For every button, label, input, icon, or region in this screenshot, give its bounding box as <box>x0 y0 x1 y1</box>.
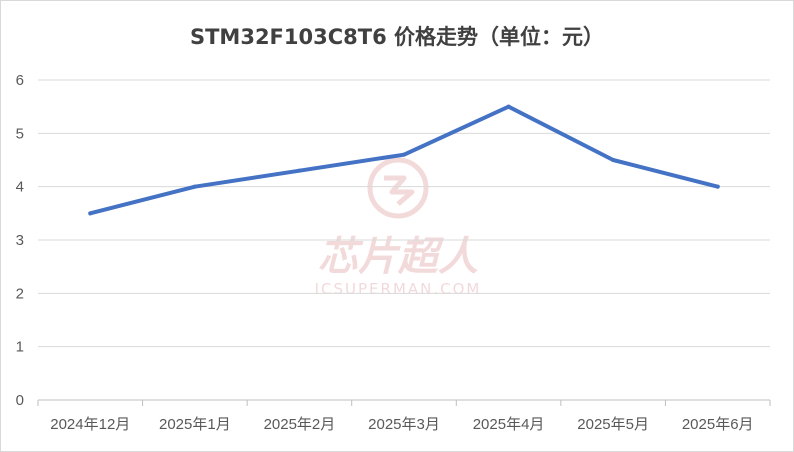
x-tick-label: 2025年6月 <box>682 416 754 433</box>
y-tick-label: 0 <box>16 392 24 409</box>
data-point <box>88 211 93 216</box>
y-tick-label: 4 <box>16 179 24 196</box>
x-tick-label: 2025年2月 <box>264 416 336 433</box>
data-point <box>192 184 197 189</box>
watermark-logo-icon <box>367 157 429 219</box>
x-tick-label: 2025年5月 <box>577 416 649 433</box>
y-tick-label: 1 <box>16 339 24 356</box>
y-tick-label: 3 <box>16 232 24 249</box>
data-point <box>402 152 406 157</box>
x-tick-label: 2025年4月 <box>473 416 545 433</box>
watermark: 芯片超人 ICSUPERMAN.COM <box>315 157 482 298</box>
data-point <box>297 168 302 173</box>
data-point <box>506 104 511 109</box>
y-tick-label: 6 <box>16 72 24 89</box>
y-tick-label: 2 <box>16 285 24 302</box>
data-point <box>715 184 720 189</box>
x-tick-label: 2025年3月 <box>368 416 440 433</box>
watermark-subtext: ICSUPERMAN.COM <box>315 280 482 298</box>
chart-title: STM32F103C8T6 价格走势（单位：元） <box>190 25 604 49</box>
x-tick-label: 2024年12月 <box>50 416 130 433</box>
watermark-text: 芯片超人 <box>318 234 478 280</box>
data-point <box>611 158 616 162</box>
y-tick-label: 5 <box>16 125 24 142</box>
x-tick-label: 2025年1月 <box>159 416 231 433</box>
